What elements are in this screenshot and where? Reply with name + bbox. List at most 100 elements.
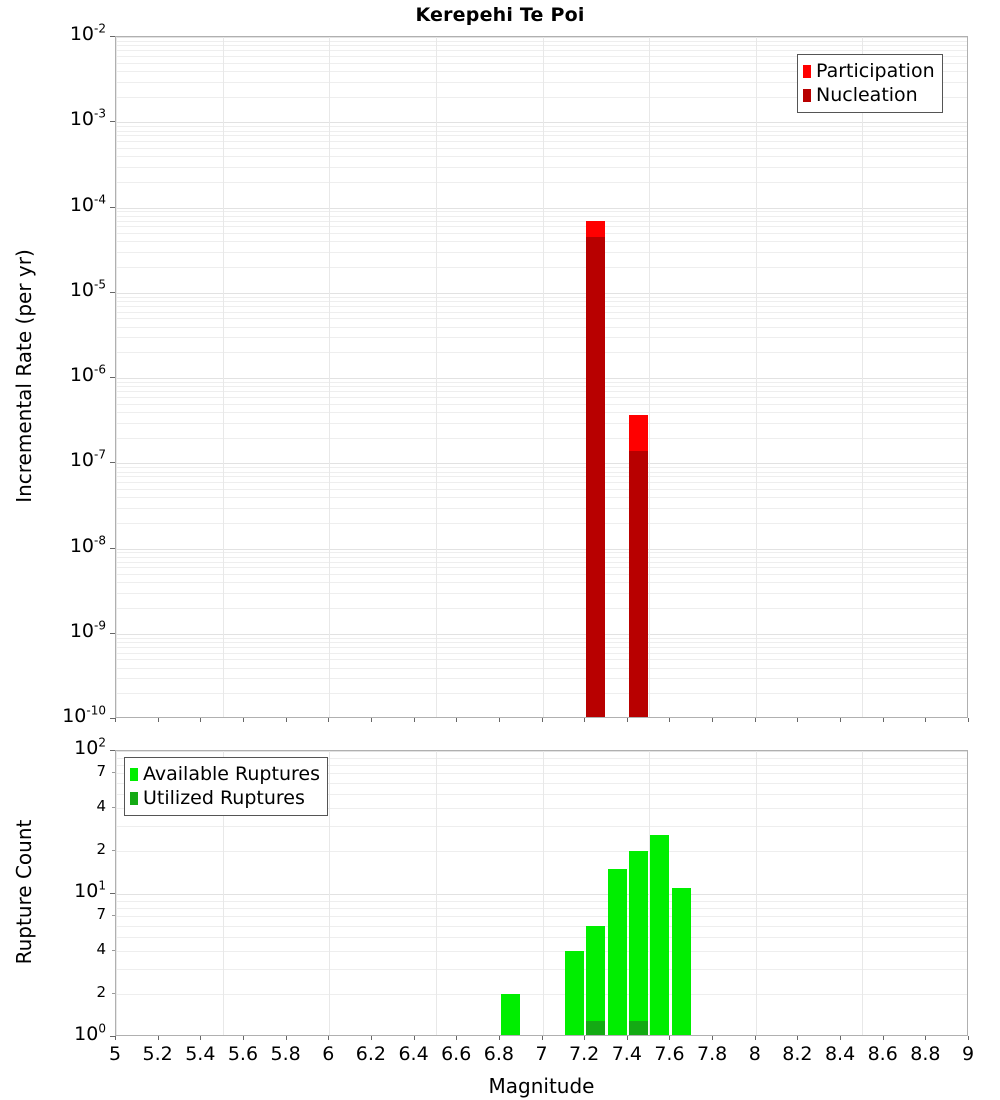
gridline-horizontal-minor xyxy=(116,226,967,228)
gridline-horizontal-minor xyxy=(116,403,967,405)
gridline-vertical xyxy=(329,751,331,1035)
y-axis-minor-tick xyxy=(112,915,115,917)
x-axis-tick xyxy=(882,1036,884,1040)
gridline-horizontal-minor xyxy=(116,773,967,775)
gridline-horizontal-minor xyxy=(116,652,967,654)
gridline-horizontal-minor xyxy=(116,352,967,354)
rupture-count-y-axis-label: Rupture Count xyxy=(12,819,36,965)
y-axis-tick-label: 10-2 xyxy=(69,21,106,45)
gridline-vertical xyxy=(862,37,864,717)
y-axis-tick-label: 10-3 xyxy=(69,106,106,131)
gridline-vertical xyxy=(862,751,864,1035)
x-axis-tick xyxy=(712,1036,714,1040)
gridline-horizontal-minor xyxy=(116,301,967,302)
x-axis-tick xyxy=(370,1036,372,1040)
gridline-horizontal-minor xyxy=(116,40,967,42)
y-axis-tick xyxy=(110,291,115,293)
gridline-horizontal-minor xyxy=(116,381,967,383)
gridline-horizontal-minor xyxy=(116,807,967,809)
y-axis-minor-tick-label: 7 xyxy=(96,762,106,781)
y-axis-minor-tick xyxy=(112,992,115,994)
y-axis-tick xyxy=(110,206,115,208)
legend-swatch-icon xyxy=(803,88,811,102)
legend-item: Available Ruptures xyxy=(130,762,320,786)
gridline-horizontal-minor xyxy=(116,326,967,328)
bar-available-ruptures xyxy=(564,950,585,1035)
x-axis-tick xyxy=(498,1036,500,1040)
x-axis-tick xyxy=(157,718,159,722)
gridline-horizontal-minor xyxy=(116,678,967,680)
gridline-horizontal-minor xyxy=(116,497,967,499)
rupture-count-legend: Available Ruptures Utilized Ruptures xyxy=(124,757,328,816)
gridline-horizontal-minor xyxy=(116,968,967,970)
bar-available-ruptures xyxy=(586,925,606,1035)
gridline-horizontal-minor xyxy=(116,552,967,554)
legend-label: Participation xyxy=(816,59,935,82)
gridline-horizontal-minor xyxy=(116,181,967,183)
y-axis-minor-tick xyxy=(112,849,115,851)
gridline-horizontal-minor xyxy=(116,422,967,424)
gridline-horizontal-minor xyxy=(116,81,967,83)
gridline-horizontal-minor xyxy=(116,574,967,576)
y-axis-tick xyxy=(110,462,115,464)
y-axis-tick-label: 10-10 xyxy=(62,703,106,727)
x-axis-tick-label: 6.2 xyxy=(355,1043,386,1065)
gridline-horizontal-minor xyxy=(116,567,967,569)
x-axis-tick-label: 8.2 xyxy=(782,1043,813,1065)
gridline-horizontal-minor xyxy=(116,437,967,439)
x-axis-tick-label: 5.2 xyxy=(142,1043,173,1065)
gridline-horizontal-minor xyxy=(116,267,967,269)
x-axis-tick xyxy=(370,718,372,722)
x-axis-tick xyxy=(456,718,458,722)
bar-available-ruptures xyxy=(607,868,627,1035)
x-axis-tick xyxy=(584,1036,586,1040)
gridline-horizontal-minor xyxy=(116,147,967,149)
gridline-vertical xyxy=(222,751,224,1035)
gridline-horizontal-minor xyxy=(116,252,967,254)
x-axis-tick xyxy=(115,1036,116,1040)
x-axis-tick xyxy=(968,1036,969,1040)
x-axis-tick-label: 5.8 xyxy=(270,1043,301,1065)
gridline-horizontal-minor xyxy=(116,311,967,313)
x-axis-tick xyxy=(669,718,671,722)
x-axis-tick xyxy=(882,718,884,722)
gridline-horizontal-major xyxy=(116,548,967,550)
gridline-horizontal-minor xyxy=(116,642,967,643)
y-axis-minor-tick-label: 4 xyxy=(96,939,106,958)
gridline-horizontal-minor xyxy=(116,850,967,852)
x-axis-tick-label: 7.4 xyxy=(611,1043,642,1065)
gridline-vertical xyxy=(329,37,331,717)
y-axis-minor-tick-label: 4 xyxy=(96,796,106,815)
x-axis-tick xyxy=(456,1036,458,1040)
x-axis-tick xyxy=(413,718,415,722)
gridline-horizontal-minor xyxy=(116,305,967,307)
incremental-rate-legend: Participation Nucleation xyxy=(797,54,943,113)
gridline-horizontal-minor xyxy=(116,561,967,563)
gridline-horizontal-minor xyxy=(116,215,967,217)
x-axis-tick-label: 6.6 xyxy=(441,1043,472,1065)
gridline-horizontal-minor xyxy=(116,993,967,995)
x-axis-tick xyxy=(840,718,842,722)
gridline-horizontal-minor xyxy=(116,45,967,47)
gridline-vertical xyxy=(435,37,437,717)
gridline-horizontal-major xyxy=(116,378,967,379)
legend-swatch-icon xyxy=(803,64,811,78)
y-axis-tick xyxy=(110,893,115,894)
gridline-horizontal-major xyxy=(116,122,967,124)
bar-utilized-ruptures xyxy=(586,1020,606,1035)
gridline-horizontal-minor xyxy=(116,937,967,939)
gridline-horizontal-minor xyxy=(116,522,967,524)
x-axis-tick xyxy=(840,1036,842,1040)
gridline-horizontal-minor xyxy=(116,220,967,222)
y-axis-minor-tick-label: 2 xyxy=(96,839,106,858)
gridline-vertical xyxy=(222,37,224,717)
magnitude-x-axis-label: Magnitude xyxy=(488,1074,595,1098)
bar-utilized-ruptures xyxy=(628,1020,649,1035)
x-axis-tick-label: 6 xyxy=(322,1043,335,1065)
gridline-horizontal-minor xyxy=(116,141,967,143)
x-axis-tick xyxy=(754,1036,756,1040)
legend-item: Utilized Ruptures xyxy=(130,786,320,810)
x-axis-tick xyxy=(541,1036,543,1040)
y-axis-minor-tick-label: 2 xyxy=(96,982,106,1001)
